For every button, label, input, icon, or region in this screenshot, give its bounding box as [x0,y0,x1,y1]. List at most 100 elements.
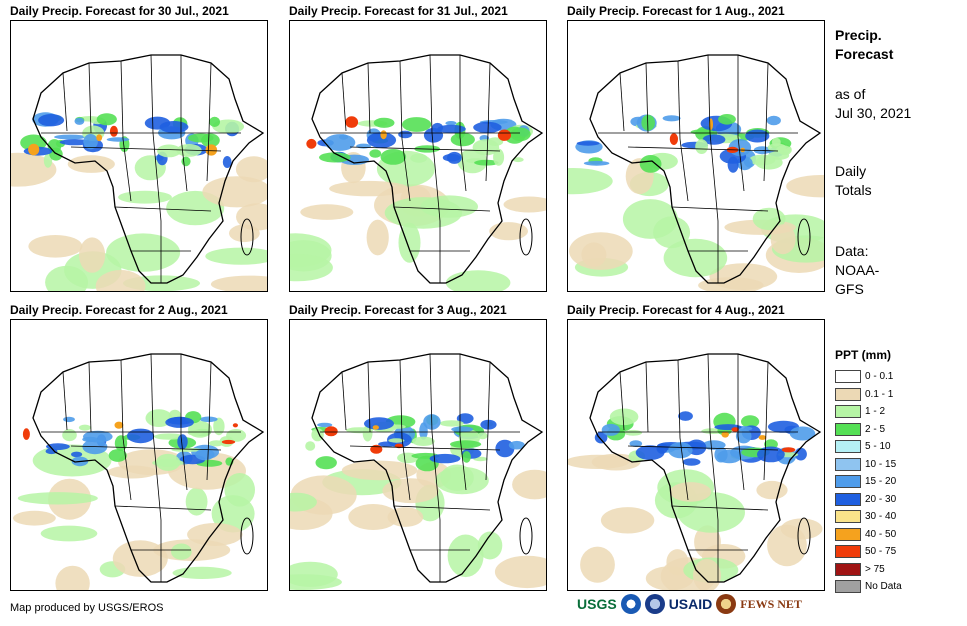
fews-net-logo[interactable]: FEWS NET [740,596,802,611]
fews-globe-icon[interactable] [716,594,737,614]
country-border [180,136,188,192]
usaid-logo[interactable]: USAID [668,596,713,612]
legend-swatch [835,510,861,524]
country-border [627,146,779,152]
africa-precip-map[interactable] [567,319,825,591]
legend-item: 1 - 2 [835,403,902,421]
rain-band-patch [212,119,245,134]
rain-band-patch [714,446,728,463]
logo-strip: USGS USAID FEWS NET [577,594,802,614]
rain-band-patch [412,436,435,446]
country-border [208,361,212,433]
ocean-precip-patch [79,237,106,273]
rain-band-patch [678,411,693,421]
africa-precip-map[interactable] [567,20,825,292]
heavy-rain-spot [380,130,387,140]
ocean-precip-patch [447,534,484,578]
ocean-precip-patch [205,247,267,265]
rain-band-patch [472,139,500,156]
sidebar-title-line: Precip. [835,27,882,43]
ocean-precip-patch [236,203,267,231]
africa-precip-map[interactable] [10,319,268,591]
legend-swatch [835,405,861,419]
ocean-precip-patch [235,156,267,183]
ocean-precip-patch [229,224,260,243]
africa-precip-map[interactable] [289,319,547,591]
country-border [429,54,433,134]
ocean-precip-patch [55,565,90,590]
ocean-precip-patch [341,460,418,481]
nasa-logo-icon[interactable] [644,594,665,614]
rain-band-patch [83,134,98,150]
rain-band-patch [63,416,75,423]
rain-band-patch [45,448,58,455]
rain-band-patch [764,439,778,450]
map-svg [11,54,267,291]
ocean-precip-patch [387,507,424,527]
rain-band-patch [695,139,708,154]
ocean-precip-patch [118,190,172,204]
rain-band-patch [641,114,655,131]
rain-band-patch [373,117,395,128]
country-border [679,138,689,202]
rain-band-patch [222,156,232,168]
legend-title: PPT (mm) [835,348,892,362]
legend-item: 10 - 15 [835,456,902,474]
ocean-precip-patch [489,222,528,241]
totals-line: Totals [835,182,872,198]
country-border [401,138,411,202]
legend-swatch [835,370,861,384]
africa-precip-map[interactable] [289,20,547,292]
country-border [122,437,132,501]
rain-band-patch [493,148,505,166]
country-border [485,132,489,182]
ocean-precip-patch [185,487,208,516]
country-border [487,361,491,433]
legend: PPT (mm) 0 - 0.1 0.1 - 1 1 - 2 2 - 5 5 - 10 1… [835,348,902,596]
asof-label: as of [835,86,866,102]
country-border [431,431,441,521]
country-border [180,435,188,491]
country-border [120,359,124,439]
legend-item: 5 - 10 [835,438,902,456]
legend-label: 50 - 75 [865,546,897,558]
heavy-rain-spot [345,116,359,128]
legend-label: 1 - 2 [865,406,886,418]
country-border [679,437,689,501]
legend-label: 10 - 15 [865,458,897,470]
legend-item: 20 - 30 [835,491,902,509]
rain-band-patch [639,155,662,173]
rain-band-patch [629,440,643,447]
heavy-rain-spot [758,435,767,440]
madagascar-outline [797,517,811,555]
noaa-logo-icon[interactable] [620,594,641,614]
ocean-precip-patch [112,540,168,577]
heavy-rain-spot [324,426,338,437]
rain-band-patch [106,137,130,142]
rain-band-patch [741,415,760,428]
ocean-precip-patch [756,480,788,500]
africa-precip-map[interactable] [10,20,268,292]
legend-swatch [835,545,861,559]
usgs-logo[interactable]: USGS [577,596,617,612]
ocean-precip-patch [329,180,409,197]
country-border [62,371,68,431]
country-border [122,138,132,202]
asof-date: Jul 30, 2021 [835,105,912,121]
heavy-rain-spot [669,133,678,145]
rain-band-patch [450,132,475,147]
legend-label: > 75 [865,563,885,575]
rain-band-patch [74,117,85,125]
rain-band-patch [473,121,502,133]
legend-rows: 0 - 0.1 0.1 - 1 1 - 2 2 - 5 5 - 10 10 - 15 15 … [835,368,902,596]
country-border [737,435,745,491]
ocean-precip-patch [290,253,333,282]
heavy-rain-spot [22,428,30,440]
legend-label: 15 - 20 [865,476,897,488]
legend-swatch [835,562,861,576]
rain-band-patch [410,153,428,163]
country-border [765,62,769,134]
country-border [341,72,347,132]
rain-band-patch [702,440,726,450]
sidebar-totals: Daily Totals [835,162,872,200]
